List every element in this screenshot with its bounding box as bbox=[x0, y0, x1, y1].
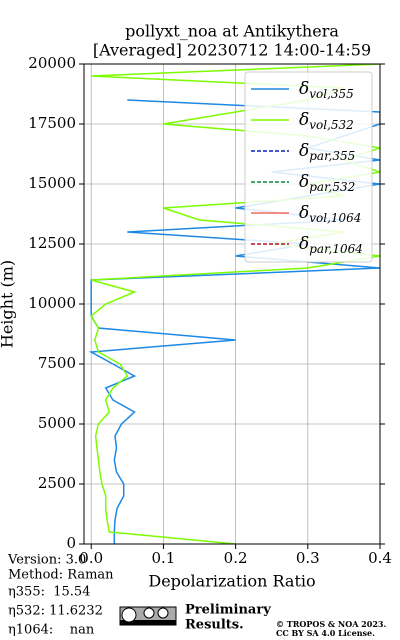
y-tick-label: 17500 bbox=[28, 114, 76, 132]
y-axis-label: Height (m) bbox=[0, 260, 17, 348]
y-tick-label: 12500 bbox=[28, 234, 76, 252]
y-tick-label: 2500 bbox=[38, 474, 76, 492]
notice: Results. bbox=[185, 618, 244, 633]
annotation: Method: Raman bbox=[8, 568, 114, 583]
x-axis-label: Depolarization Ratio bbox=[148, 572, 315, 591]
x-tick-label: 0.2 bbox=[224, 549, 248, 567]
annotation: η1064: nan bbox=[8, 623, 95, 638]
x-tick-label: 0.4 bbox=[368, 549, 392, 567]
cc-logo bbox=[119, 606, 177, 626]
legend-label: δpar,1064 bbox=[299, 234, 363, 256]
y-tick-label: 20000 bbox=[28, 54, 76, 72]
legend-label: δvol,355 bbox=[299, 79, 354, 101]
y-tick-label: 15000 bbox=[28, 174, 76, 192]
y-tick-label: 7500 bbox=[38, 354, 76, 372]
legend-label: δpar,532 bbox=[299, 172, 355, 194]
y-tick-label: 10000 bbox=[28, 294, 76, 312]
annotation: η355: 15.54 bbox=[8, 585, 90, 600]
copyright: CC BY SA 4.0 License. bbox=[276, 628, 375, 638]
chart-title: pollyxt_noa at Antikythera bbox=[125, 22, 339, 41]
x-tick-label: 0.0 bbox=[79, 549, 103, 567]
chart-subtitle: [Averaged] 20230712 14:00-14:59 bbox=[93, 41, 371, 60]
y-tick-label: 5000 bbox=[38, 414, 76, 432]
plot-frame bbox=[83, 63, 381, 545]
legend-label: δpar,355 bbox=[299, 141, 355, 163]
legend-label: δvol,532 bbox=[299, 110, 354, 132]
annotation: η532: 11.6232 bbox=[8, 604, 103, 619]
x-tick-label: 0.3 bbox=[296, 549, 320, 567]
y-tick-label: 0 bbox=[66, 534, 76, 552]
copyright: © TROPOS & NOA 2023. bbox=[276, 619, 386, 629]
legend-label: δvol,1064 bbox=[299, 203, 361, 225]
annotation: Version: 3.0 bbox=[7, 553, 86, 568]
notice: Preliminary bbox=[185, 603, 271, 618]
x-tick-label: 0.1 bbox=[151, 549, 175, 567]
